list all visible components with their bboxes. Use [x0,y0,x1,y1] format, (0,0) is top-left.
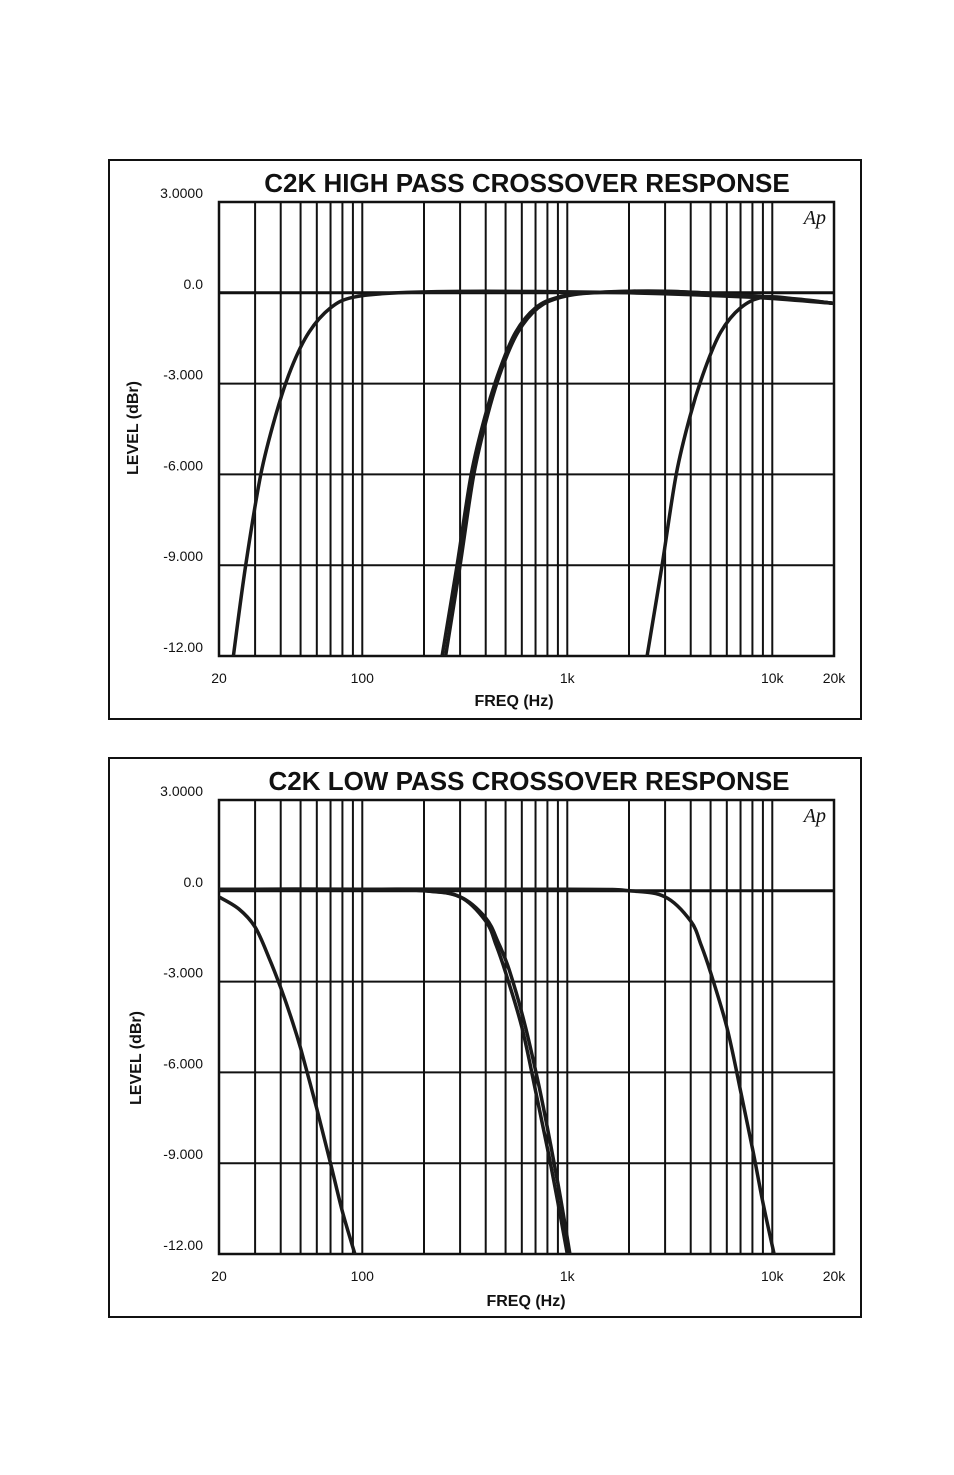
y-tick-label: 3.0000 [160,783,203,799]
y-tick-label: 0.0 [184,276,204,292]
x-tick-label: 100 [351,670,375,686]
response-curve-1 [219,895,357,1254]
y-tick-label: -3.000 [163,965,203,981]
x-tick-label: 100 [351,1268,375,1284]
x-tick-label: 10k [761,1268,785,1284]
y-tick-label: -9.000 [163,548,203,564]
high-pass-chart: C2K HIGH PASS CROSSOVER RESPONSE Ap LEVE… [108,159,862,720]
plot-area-border [217,200,836,658]
x-tick-label: 20k [823,670,847,686]
low-pass-chart: C2K LOW PASS CROSSOVER RESPONSE Ap LEVEL… [108,757,862,1318]
y-tick-label: -12.00 [163,639,203,655]
response-curve-4 [645,295,834,656]
x-tick-label: 10k [761,670,785,686]
y-tick-label: 0.0 [184,874,204,890]
grid [217,200,836,658]
response-curve-3 [443,289,834,656]
y-tick-label: -3.000 [163,367,203,383]
y-axis-label: LEVEL (dBr) [125,381,142,475]
y-tick-label: -9.000 [163,1146,203,1162]
x-axis-label: FREQ (Hz) [474,693,553,710]
chart-title: C2K HIGH PASS CROSSOVER RESPONSE [264,168,789,198]
chart-title: C2K LOW PASS CROSSOVER RESPONSE [268,766,789,796]
response-curve-4 [219,887,776,1254]
y-tick-label: -6.000 [163,457,203,473]
x-tick-label: 20 [211,1268,227,1284]
ap-logo: Ap [802,207,826,229]
grid [217,798,836,1256]
x-tick-label: 20k [823,1268,847,1284]
x-tick-label: 1k [560,670,576,686]
x-tick-label: 1k [560,1268,576,1284]
series-group [231,289,834,656]
x-axis-label: FREQ (Hz) [486,1293,565,1310]
ap-logo: Ap [802,805,826,827]
y-axis-label: LEVEL (dBr) [128,1011,145,1105]
plot-area-border [217,798,836,1256]
y-tick-label: 3.0000 [160,185,203,201]
response-curve-1 [231,289,834,656]
y-tick-label: -12.00 [163,1237,203,1253]
series-group [219,887,776,1254]
y-tick-label: -6.000 [163,1055,203,1071]
x-tick-label: 20 [211,670,227,686]
